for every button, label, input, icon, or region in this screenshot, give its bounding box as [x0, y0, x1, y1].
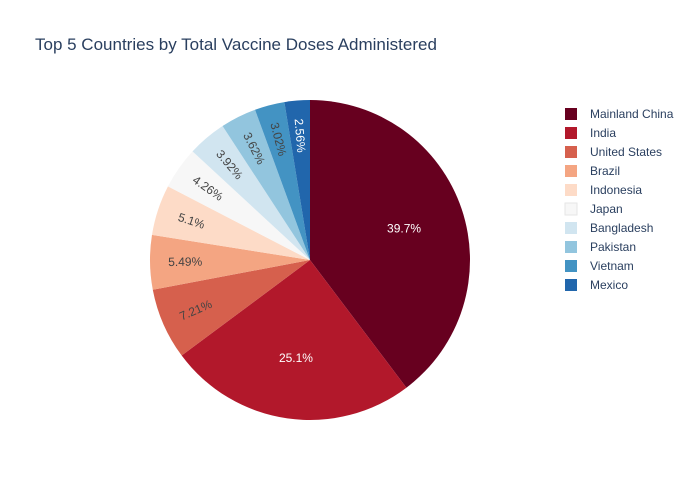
legend-label: Mexico: [590, 278, 628, 292]
legend-label: Brazil: [590, 164, 620, 178]
legend-label: Pakistan: [590, 240, 636, 254]
slice-percent-label: 25.1%: [279, 351, 313, 365]
legend-swatch: [565, 184, 577, 196]
legend-label: India: [590, 126, 616, 140]
legend-swatch: [565, 241, 577, 253]
pie-slice-united-states[interactable]: [152, 260, 310, 356]
legend-swatch: [565, 108, 577, 120]
legend-item[interactable]: Bangladesh: [565, 221, 653, 235]
legend-item[interactable]: Brazil: [565, 164, 620, 178]
pie-slice-mainland-china[interactable]: [310, 100, 471, 388]
pie-slice-vietnam[interactable]: [255, 102, 310, 261]
legend-item[interactable]: Indonesia: [565, 183, 642, 197]
legend-item[interactable]: India: [565, 126, 616, 140]
pie-slice-india[interactable]: [181, 260, 407, 420]
pie-slice-japan[interactable]: [167, 151, 310, 260]
slice-percent-label: 5.49%: [168, 255, 203, 269]
pie-slice-pakistan[interactable]: [222, 109, 310, 260]
legend: Mainland China India United States Brazil In…: [564, 107, 674, 292]
pie-slice-indonesia[interactable]: [151, 186, 310, 260]
legend-label: Indonesia: [590, 183, 642, 197]
legend-swatch: [565, 260, 577, 272]
legend-item[interactable]: Mainland China: [565, 107, 674, 121]
legend-swatch: [565, 222, 577, 234]
legend-item[interactable]: Pakistan: [565, 240, 636, 254]
legend-label: Japan: [590, 202, 623, 216]
legend-swatch: [565, 165, 577, 177]
legend-swatch: [565, 279, 577, 291]
legend-item[interactable]: United States: [565, 145, 662, 159]
slice-percent-label: 2.56%: [292, 118, 309, 153]
legend-label: Mainland China: [590, 107, 674, 121]
slice-percent-label: 39.7%: [387, 221, 421, 235]
legend-item[interactable]: Mexico: [565, 278, 628, 292]
legend-swatch: [564, 202, 578, 216]
legend-label: United States: [590, 145, 662, 159]
pie-slice-bangladesh[interactable]: [192, 126, 310, 261]
legend-item[interactable]: Vietnam: [565, 259, 634, 273]
chart-title: Top 5 Countries by Total Vaccine Doses A…: [35, 35, 437, 54]
pie-slices: [150, 100, 471, 420]
legend-item[interactable]: Japan: [564, 202, 623, 216]
pie-slice-brazil[interactable]: [150, 234, 310, 290]
pie-slice-mexico[interactable]: [284, 100, 310, 260]
legend-label: Bangladesh: [590, 221, 653, 235]
legend-swatch: [565, 146, 577, 158]
legend-label: Vietnam: [590, 259, 634, 273]
legend-swatch: [565, 127, 577, 139]
